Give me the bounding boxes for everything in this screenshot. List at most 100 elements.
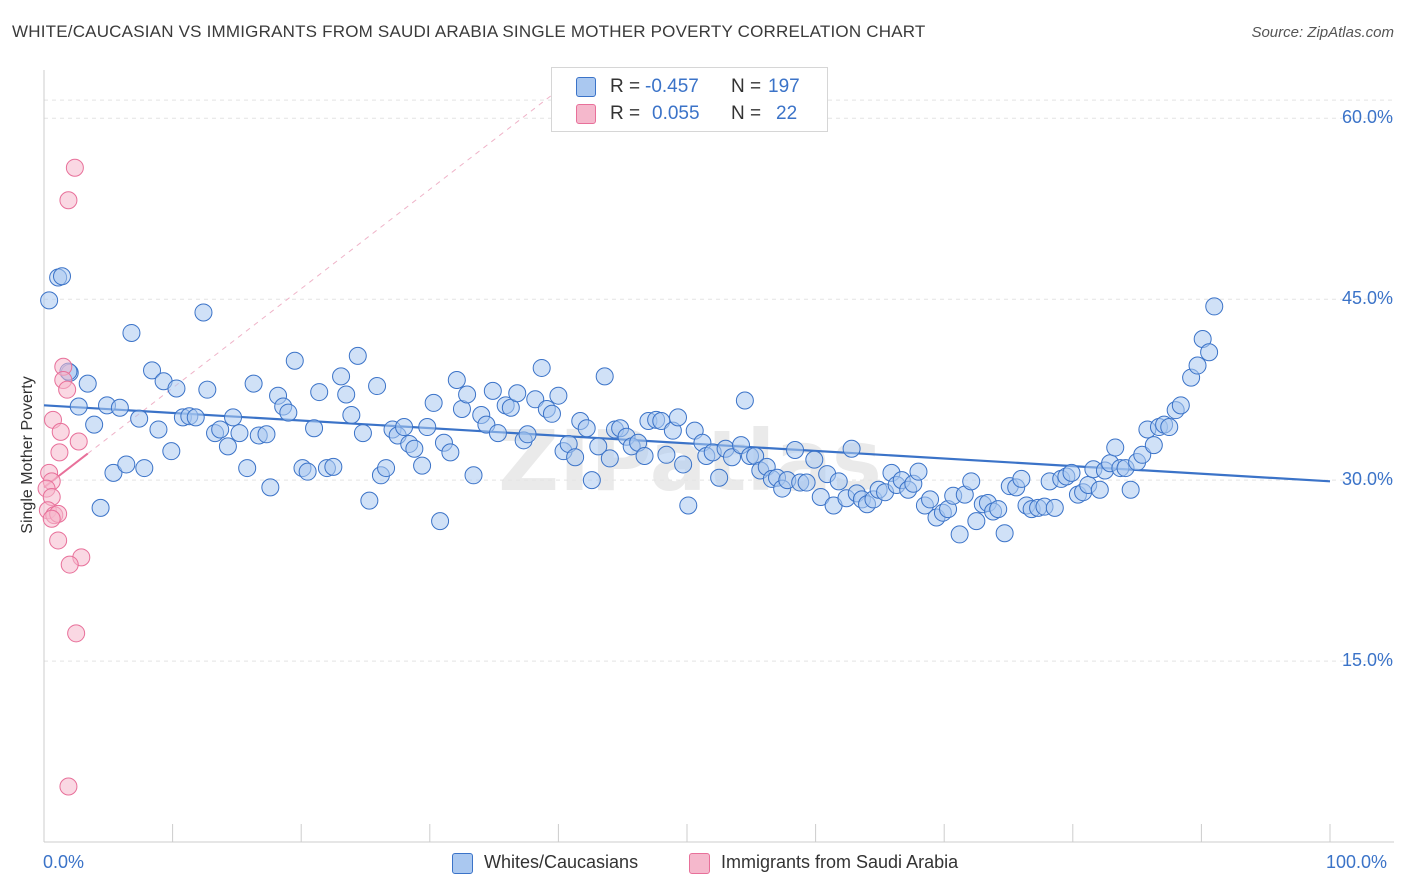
legend-n-label: N = [731,76,762,97]
point-whites [582,471,601,490]
point-whites [348,346,367,365]
point-whites [829,472,848,491]
point-saudi [42,509,61,528]
legend-label: Whites/Caucasians [484,852,639,872]
point-whites [1188,356,1207,375]
point-whites [1171,396,1190,415]
point-whites [1106,438,1125,457]
legend-swatch-pink [689,853,710,874]
point-whites [135,459,154,478]
point-whites [405,439,424,458]
point-whites [962,472,981,491]
point-whites [424,393,443,412]
legend-n-label: N = [731,103,762,124]
point-whites [110,398,129,417]
point-whites [353,424,372,443]
point-saudi [59,191,78,210]
point-whites [360,491,379,510]
point-whites [261,478,280,497]
point-whites [1200,343,1219,362]
legend-r-value: -0.457 [645,76,699,97]
point-whites [577,419,596,438]
point-whites [230,424,249,443]
point-whites [679,496,698,515]
point-whites [167,379,186,398]
point-whites [458,385,477,404]
point-whites [1121,480,1140,499]
point-whites [989,500,1008,519]
point-whites [186,408,205,427]
point-whites [395,418,414,437]
legend-swatch-blue [452,853,473,874]
point-whites [244,374,263,393]
point-whites [85,415,104,434]
point-whites [53,267,72,286]
legend-label: Immigrants from Saudi Arabia [721,852,959,872]
legend-n-value: 22 [776,103,798,124]
axes [43,70,1394,843]
point-whites [257,425,276,444]
y-tick-label: 30.0% [1341,469,1393,490]
point-whites [805,450,824,469]
point-whites [909,462,928,481]
y-tick-label: 45.0% [1341,288,1393,309]
point-whites [1205,297,1224,316]
point-whites [967,512,986,531]
point-whites [143,361,162,380]
point-whites [1012,469,1031,488]
point-whites [668,408,687,427]
point-whites [635,447,654,465]
point-whites [921,490,940,509]
point-whites [104,463,123,482]
point-whites [566,448,585,467]
point-whites [532,358,551,377]
point-whites [324,457,343,476]
point-whites [483,381,502,400]
point-whites [198,380,217,399]
x-tick-label-max: 100.0% [1326,852,1388,872]
point-whites [811,488,830,507]
point-whites [431,512,450,531]
point-whites [69,397,88,416]
point-whites [710,468,729,487]
point-whites [224,408,243,427]
point-whites [735,391,754,410]
point-whites [413,456,432,475]
point-whites [91,498,110,517]
data-points [37,158,1224,796]
y-tick-label: 15.0% [1341,650,1393,671]
trend-extension-saudi [87,84,566,454]
point-whites [298,462,317,481]
point-whites [368,377,387,396]
point-whites [1144,436,1163,455]
point-saudi [59,777,78,796]
source-label: Source: ZipAtlas.com [1251,24,1394,41]
y-axis-label: Single Mother Poverty [19,376,36,534]
point-whites [1133,445,1152,464]
point-whites [518,425,537,444]
point-saudi [49,531,68,550]
point-whites [589,437,608,456]
point-whites [194,303,213,322]
point-whites [78,374,97,393]
point-whites [595,367,614,386]
stats-legend: R = -0.457 N = 197 R = 0.055 N = 22 [551,67,828,132]
point-whites [337,385,356,404]
point-saudi [67,624,86,643]
point-whites [842,439,861,458]
point-saudi [51,422,70,441]
point-whites [1045,498,1064,517]
legend-swatch-pink [576,104,596,124]
point-whites [674,455,693,474]
point-whites [418,418,437,437]
point-whites [211,420,230,439]
point-whites [657,445,676,464]
point-whites [377,459,396,478]
point-whites [441,443,460,462]
point-saudi [50,443,69,462]
point-whites [285,351,304,370]
point-whites [797,473,816,492]
point-whites [950,525,969,544]
point-saudi [60,555,79,574]
